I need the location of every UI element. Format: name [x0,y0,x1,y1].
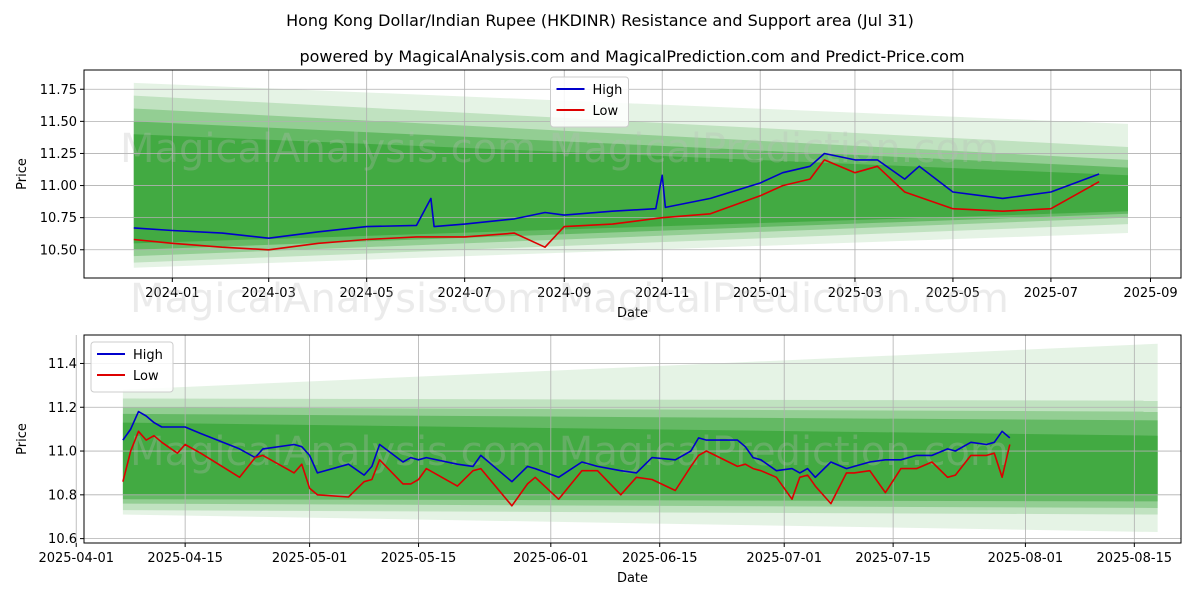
x-tick-label: 2024-05 [340,286,394,301]
lower-grid [75,335,1181,543]
lower-legend: High Low [90,341,174,393]
lower-support-resistance-bands [122,343,1158,533]
upper-x-axis-label: Date [617,306,648,321]
y-tick-label: 10.6 [48,532,77,547]
lower-x-axis-label: Date [617,571,648,586]
band-4 [133,134,1128,244]
x-tick-label: 2025-05-15 [381,551,457,566]
x-tick-label: 2025-08-01 [988,551,1064,566]
x-tick-label: 2025-01 [733,286,787,301]
band-4 [122,422,1158,495]
x-tick-label: 2025-06-01 [513,551,589,566]
upper-grid [84,70,1181,278]
lower-legend-high-label: High [133,348,163,363]
upper-plot-frame [83,69,1182,279]
y-tick-label: 11.25 [40,147,77,162]
x-tick-label: 2024-07 [437,286,491,301]
x-tick-label: 2025-06-15 [622,551,698,566]
lower-watermark: MagicalAnalysis.com MagicalPrediction.co… [130,429,1009,475]
high-series-line [133,152,1100,239]
lower-legend-low-label: Low [133,369,159,384]
x-tick-label: 2025-07-01 [746,551,822,566]
y-tick-label: 11.50 [40,115,77,130]
x-tick-label: 2025-04-15 [147,551,223,566]
upper-legend-high-label: High [593,83,623,98]
y-tick-label: 11.0 [48,445,77,460]
chart-title: Hong Kong Dollar/Indian Rupee (HKDINR) R… [286,11,914,30]
low-series-line [122,430,1011,507]
upper-series-lines [133,152,1100,251]
x-tick-label: 2025-07 [1024,286,1078,301]
y-tick-label: 11.75 [40,83,77,98]
lower-plot-frame [83,334,1182,544]
middle-watermark: MagicalAnalysis.com MagicalPrediction.co… [130,276,1009,322]
y-tick-label: 11.00 [40,179,77,194]
upper-chart-panel: MagicalAnalysis.com MagicalPrediction.co… [15,69,1182,321]
y-tick-label: 10.75 [40,211,77,226]
upper-y-axis-label: Price [15,158,30,190]
x-tick-label: 2025-08-15 [1097,551,1173,566]
lower-y-axis-label: Price [15,423,30,455]
y-tick-label: 10.50 [40,243,77,258]
upper-legend-low-label: Low [593,104,619,119]
upper-legend: High Low [550,76,629,128]
lower-chart-panel: MagicalAnalysis.com MagicalPrediction.co… [15,334,1182,586]
upper-watermark: MagicalAnalysis.com MagicalPrediction.co… [120,126,999,172]
chart-subtitle: powered by MagicalAnalysis.com and Magic… [299,47,964,66]
x-tick-label: 2025-03 [828,286,882,301]
lower-ticks: 2025-04-01 2025-04-15 2025-05-01 2025-05-15… [38,357,1172,566]
x-tick-label: 2025-04-01 [38,551,114,566]
lower-series-lines [122,410,1011,507]
high-series-line [122,410,1011,483]
y-tick-label: 10.8 [48,488,77,503]
y-tick-label: 11.2 [48,401,77,416]
x-tick-label: 2025-05 [926,286,980,301]
upper-ticks: 2024-01 2024-03 2024-05 2024-07 2024-09 2024-… [40,83,1178,301]
low-series-line [133,159,1100,251]
x-tick-label: 2025-05-01 [272,551,348,566]
x-tick-label: 2024-03 [242,286,296,301]
x-tick-label: 2024-09 [537,286,591,301]
x-tick-label: 2024-01 [145,286,199,301]
x-tick-label: 2024-11 [635,286,689,301]
x-tick-label: 2025-09 [1123,286,1177,301]
y-tick-label: 11.4 [48,357,77,372]
x-tick-label: 2025-07-15 [855,551,931,566]
upper-support-resistance-bands [133,82,1128,268]
